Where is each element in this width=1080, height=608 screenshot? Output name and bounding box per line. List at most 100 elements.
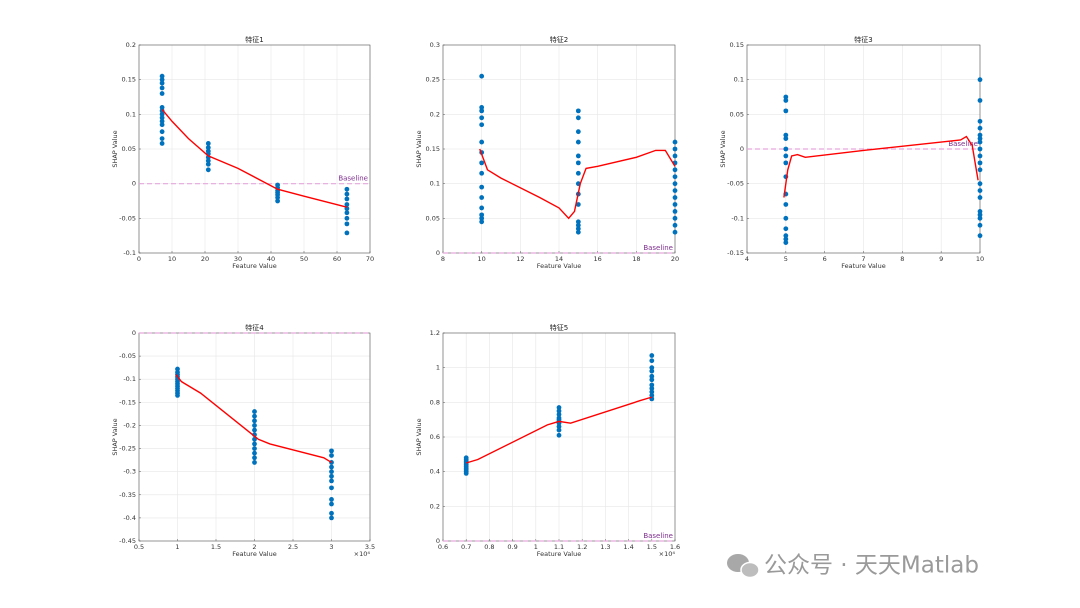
- scatter-point: [672, 195, 678, 200]
- x-tick-label: 0.7: [461, 543, 471, 551]
- scatter-point: [783, 236, 789, 242]
- scatter-point: [575, 108, 581, 114]
- scatter-point: [783, 233, 789, 239]
- y-tick-label: 0.25: [426, 76, 440, 84]
- scatter-point: [479, 212, 485, 218]
- y-tick-label: 0: [132, 329, 136, 337]
- scatter-point: [977, 118, 983, 124]
- x-tick-label: 4: [745, 255, 749, 263]
- scatter-point: [575, 229, 581, 235]
- trend-curve: [783, 135, 979, 198]
- y-tick-label: 0: [436, 537, 440, 545]
- scatter-point: [783, 160, 789, 166]
- x-tick-label: 16: [594, 255, 602, 263]
- scatter-point: [556, 405, 562, 410]
- y-tick-label: -0.25: [119, 445, 136, 453]
- watermark: 公众号 · 天天Matlab: [727, 553, 979, 579]
- y-tick-label: 0.05: [122, 145, 136, 153]
- scatter-point: [649, 377, 655, 383]
- y-tick-label: -0.05: [727, 180, 744, 188]
- scatter-point: [344, 221, 350, 227]
- scatter-point: [575, 219, 581, 225]
- subplot-title: 特征5: [550, 323, 568, 332]
- scatter-point: [977, 212, 983, 218]
- scatter-point: [329, 485, 334, 491]
- scatter-point: [575, 139, 581, 145]
- y-axis-label: SHAP Value: [415, 130, 423, 167]
- x-tick-label: 1.5: [647, 543, 657, 551]
- scatter-point: [252, 436, 257, 442]
- scatter-point: [977, 233, 983, 239]
- y-tick-label: 0.1: [734, 76, 744, 84]
- y-axis-label: SHAP Value: [415, 418, 423, 455]
- x-axis-label: Feature Value: [841, 262, 885, 270]
- scatter-point: [575, 202, 581, 207]
- x-tick-label: 30: [234, 255, 242, 263]
- scatter-point: [329, 453, 334, 458]
- scatter-point: [252, 427, 257, 433]
- scatter-point: [556, 412, 562, 417]
- scatter-point: [329, 478, 334, 484]
- scatter-point: [977, 215, 983, 221]
- scatter-point: [344, 202, 350, 207]
- scatter-point: [672, 229, 678, 235]
- x-tick-label: 18: [632, 255, 640, 263]
- scatter-point: [672, 174, 678, 180]
- scatter-point: [479, 73, 485, 79]
- x-axis-label: Feature Value: [537, 262, 581, 270]
- y-axis-label: SHAP Value: [111, 418, 119, 455]
- subplot-title: 特征3: [854, 35, 872, 44]
- scatter-point: [672, 181, 678, 187]
- x-tick-label: 0.6: [438, 543, 448, 551]
- scatter-point: [672, 209, 678, 214]
- scatter-point: [649, 373, 655, 379]
- scatter-point: [159, 115, 165, 121]
- scatter-point: [479, 122, 485, 128]
- scatter-point: [159, 105, 165, 110]
- scatter-point: [977, 98, 983, 103]
- x-tick-label: 10: [478, 255, 486, 263]
- scatter-point: [159, 118, 165, 124]
- scatter-point: [575, 170, 581, 176]
- y-tick-label: -0.35: [119, 491, 136, 499]
- y-tick-label: -0.05: [119, 214, 136, 222]
- baseline-label: Baseline: [643, 532, 673, 540]
- scatter-point: [159, 111, 165, 117]
- x-tick-label: 1.1: [554, 543, 564, 551]
- y-tick-label: -0.05: [119, 352, 136, 360]
- scatter-point: [649, 382, 655, 388]
- scatter-point: [783, 132, 789, 138]
- subplot-title: 特征1: [245, 35, 263, 44]
- scatter-point: [205, 161, 211, 167]
- scatter-point: [159, 141, 165, 146]
- scatter-point: [252, 450, 257, 456]
- scatter-point: [479, 139, 485, 145]
- scatter-point: [575, 129, 581, 135]
- scatter-point: [977, 160, 983, 166]
- x-tick-label: 60: [333, 255, 341, 263]
- y-tick-label: 0: [436, 249, 440, 257]
- y-tick-label: -0.3: [123, 468, 136, 476]
- scatter-point: [479, 195, 485, 200]
- x-tick-label: 10: [168, 255, 176, 263]
- x-tick-label: 0.9: [507, 543, 517, 551]
- scatter-point: [252, 455, 257, 461]
- subplot: 4 5 6 7 8 9 10 -0.15 -0.1 -0.05 0 0.05 0.1 0.15 特征3 Fea…: [719, 35, 984, 270]
- y-tick-label: 0.1: [430, 180, 440, 188]
- y-tick-label: 0.15: [426, 145, 440, 153]
- scatter-point: [463, 471, 469, 476]
- scatter-point: [159, 85, 165, 91]
- scatter-point: [159, 136, 165, 142]
- scatter-point: [672, 146, 678, 152]
- scatter-point: [649, 368, 655, 374]
- x-axis-label: Feature Value: [232, 262, 276, 270]
- x-tick-label: 3: [329, 543, 333, 551]
- y-tick-label: 0.05: [426, 214, 440, 222]
- scatter-point: [977, 139, 983, 145]
- trend-curve: [479, 148, 676, 220]
- y-tick-label: 0: [132, 180, 136, 188]
- y-tick-label: 0.2: [430, 110, 440, 118]
- x-axis-label: Feature Value: [232, 550, 276, 558]
- scatter-point: [479, 184, 485, 190]
- x-tick-label: 1.3: [600, 543, 610, 551]
